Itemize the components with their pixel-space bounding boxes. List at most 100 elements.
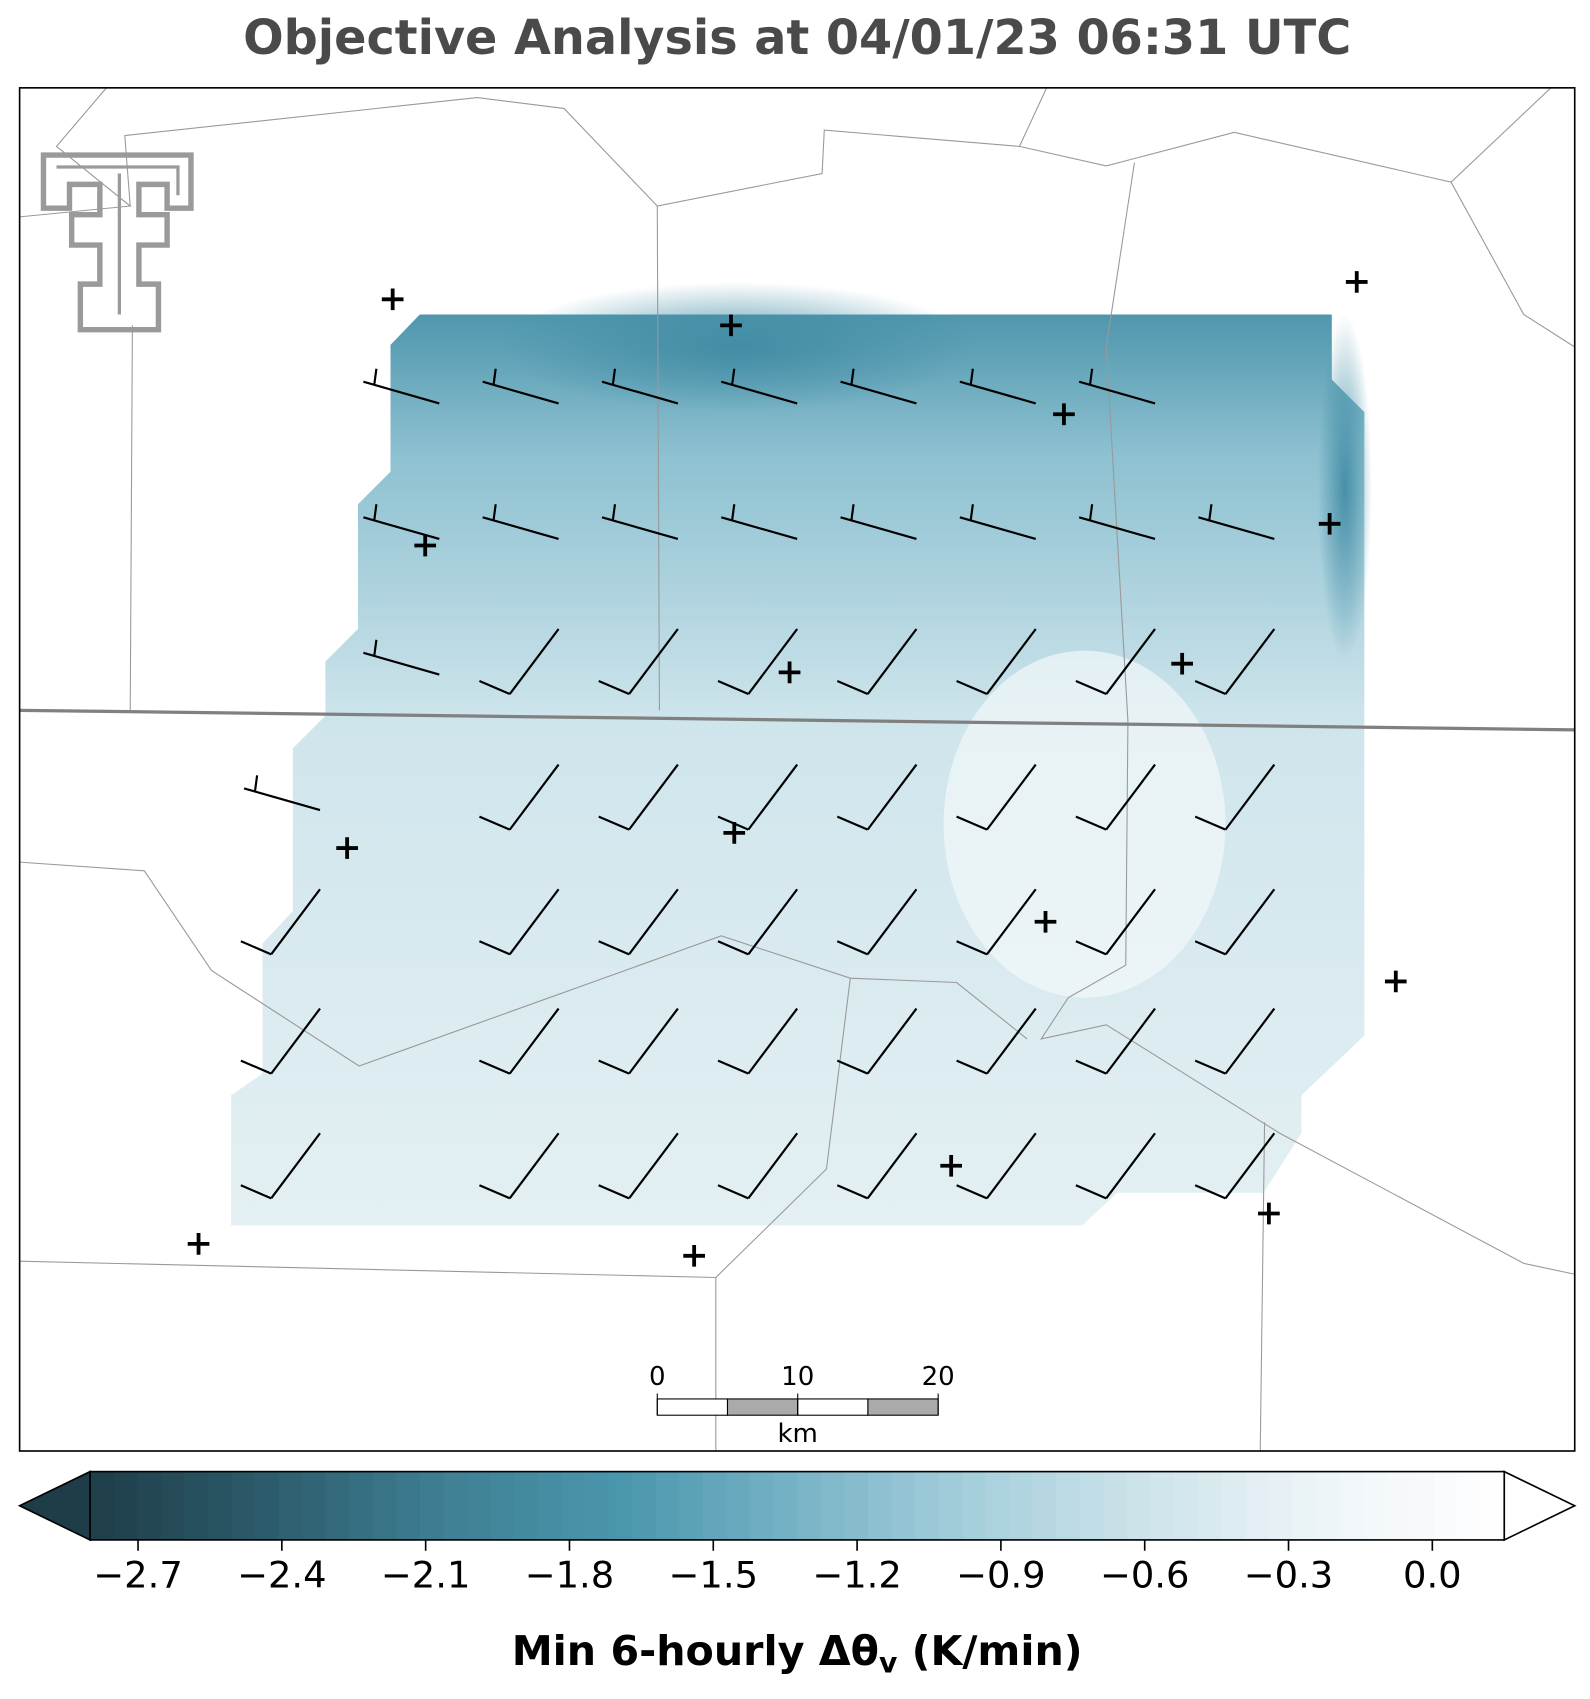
station-marker bbox=[1345, 271, 1368, 293]
minimum-region bbox=[1317, 314, 1372, 662]
map-area bbox=[19, 87, 1575, 1451]
wind-barb bbox=[482, 368, 559, 405]
colorbar-segment bbox=[349, 1471, 374, 1540]
wind-barb bbox=[836, 1132, 918, 1200]
wind-barb bbox=[478, 1132, 560, 1200]
colorbar-tick-label: −2.4 bbox=[237, 1553, 327, 1596]
colorbar-segment bbox=[1174, 1471, 1199, 1540]
wind-barb bbox=[836, 628, 918, 696]
wind-barb bbox=[717, 1007, 799, 1075]
wind-barb bbox=[959, 504, 1037, 541]
colorbar-segment bbox=[184, 1471, 209, 1540]
colorbar-segment bbox=[1032, 1471, 1058, 1540]
wind-barb bbox=[240, 888, 321, 956]
colorbar-segment bbox=[1433, 1471, 1458, 1540]
station-marker bbox=[1034, 910, 1057, 933]
station-marker bbox=[1318, 512, 1341, 535]
colorbar-segment bbox=[773, 1471, 798, 1540]
station-marker bbox=[940, 1154, 963, 1177]
wind-barb bbox=[478, 1007, 560, 1075]
wind-barb bbox=[959, 368, 1037, 405]
wind-barb bbox=[1075, 1132, 1156, 1200]
station-marker bbox=[1053, 403, 1075, 426]
colorbar-tick-label: −0.9 bbox=[956, 1553, 1046, 1596]
wind-barb bbox=[243, 775, 321, 812]
wind-barb bbox=[717, 1132, 799, 1200]
wind-barb bbox=[956, 628, 1037, 696]
wind-barb bbox=[1194, 1007, 1276, 1075]
colorbar-segment bbox=[514, 1471, 539, 1540]
station-marker bbox=[414, 534, 437, 557]
colorbar-segment bbox=[1197, 1471, 1223, 1540]
station-marker bbox=[720, 314, 742, 337]
colorbar-segment bbox=[490, 1471, 515, 1540]
wind-barb bbox=[1075, 763, 1156, 831]
scale-tick-label: 20 bbox=[922, 1362, 955, 1392]
colorbar-segment bbox=[443, 1471, 468, 1540]
maximum-region bbox=[943, 650, 1226, 998]
scale-bar: 0 10 20 km bbox=[649, 1362, 955, 1449]
colorbar-segment bbox=[962, 1471, 987, 1540]
colorbar-segment bbox=[420, 1471, 445, 1540]
wind-barb bbox=[598, 1132, 679, 1200]
wind-barb bbox=[1075, 888, 1156, 956]
colorbar-segment bbox=[750, 1471, 775, 1540]
colorbar-segment bbox=[1315, 1471, 1340, 1540]
wind-barb bbox=[956, 888, 1037, 956]
colorbar-tick-label: −1.5 bbox=[669, 1553, 759, 1596]
colorbar-segment bbox=[302, 1471, 327, 1540]
station-marker bbox=[778, 661, 801, 684]
wind-barb bbox=[478, 628, 560, 696]
colorbar-segment bbox=[537, 1471, 563, 1540]
colorbar-segment bbox=[137, 1471, 162, 1540]
station-marker bbox=[336, 837, 358, 859]
wind-barb bbox=[720, 368, 798, 405]
wind-barb bbox=[1194, 628, 1276, 696]
colorbar-segment bbox=[90, 1471, 115, 1540]
colorbar: −2.7 −2.4 −2.1 −1.8 −1.5 −1.2 −0.9 −0.6 −0.3 0.0 bbox=[17, 1470, 1577, 1596]
colorbar-label: Min 6-hourly Δθv (K/min) bbox=[512, 1627, 1083, 1680]
colorbar-segment bbox=[396, 1471, 421, 1540]
colorbar-tick-label: −2.1 bbox=[381, 1553, 471, 1596]
wind-barb bbox=[1194, 1132, 1276, 1200]
colorbar-extend-high bbox=[1503, 1470, 1577, 1542]
colorbar-segment bbox=[608, 1471, 633, 1540]
county-lines bbox=[19, 87, 1575, 1451]
wind-barb bbox=[836, 1007, 918, 1075]
colorbar-segment bbox=[160, 1471, 186, 1540]
map-frame bbox=[18, 87, 1576, 1452]
wind-barb bbox=[840, 368, 917, 405]
colorbar-segment bbox=[679, 1471, 704, 1540]
wind-barb bbox=[240, 1007, 321, 1075]
colorbar-segment bbox=[1221, 1471, 1246, 1540]
wind-barb bbox=[1198, 504, 1275, 541]
wind-barb bbox=[598, 628, 679, 696]
colorbar-segment bbox=[1268, 1471, 1293, 1540]
wind-barb bbox=[717, 628, 799, 696]
label-subscript: v bbox=[879, 1647, 897, 1680]
colorbar-segment bbox=[726, 1471, 751, 1540]
scale-segment bbox=[867, 1398, 939, 1416]
station-marker bbox=[1258, 1202, 1280, 1225]
colorbar-segment bbox=[797, 1471, 822, 1540]
title: Objective Analysis at 04/01/23 06:31 UTC bbox=[243, 11, 1351, 66]
colorbar-segment bbox=[1409, 1471, 1435, 1540]
wind-barb bbox=[836, 888, 918, 956]
analysis-field bbox=[231, 314, 1365, 1226]
minimum-region bbox=[498, 281, 977, 413]
wind-barb bbox=[482, 504, 559, 541]
wind-barb bbox=[598, 763, 679, 831]
colorbar-tick-label: −0.6 bbox=[1100, 1553, 1190, 1596]
colorbar-segment bbox=[632, 1471, 657, 1540]
colorbar-segment bbox=[820, 1471, 845, 1540]
scale-unit: km bbox=[778, 1419, 818, 1449]
wind-barb bbox=[1075, 1007, 1156, 1075]
wind-barb bbox=[956, 1007, 1037, 1075]
wind-barb bbox=[240, 1132, 321, 1200]
colorbar-segment bbox=[1056, 1471, 1081, 1540]
wind-barb bbox=[956, 763, 1037, 831]
wind-barbs bbox=[240, 368, 1276, 1200]
colorbar-segment bbox=[278, 1471, 303, 1540]
colorbar-segment bbox=[938, 1471, 963, 1540]
colorbar-segment bbox=[1480, 1471, 1505, 1540]
